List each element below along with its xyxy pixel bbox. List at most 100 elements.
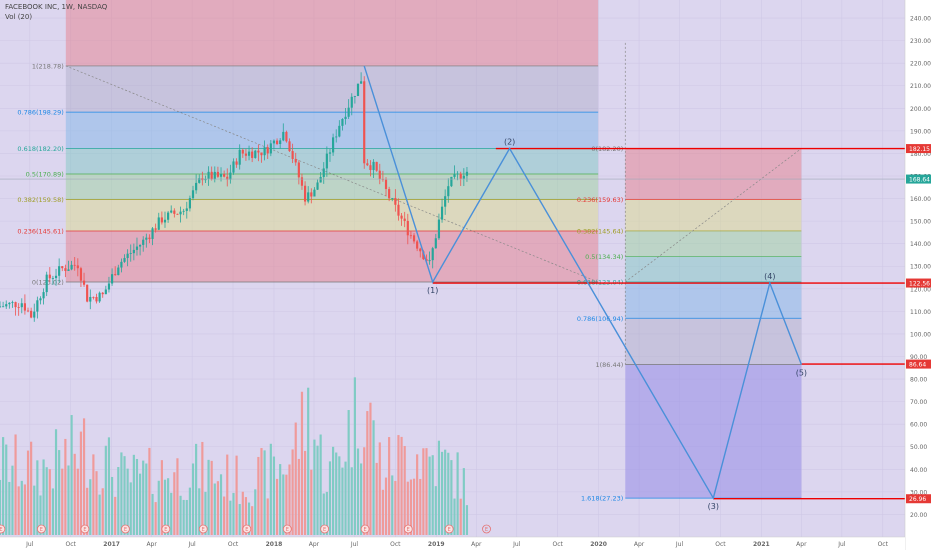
candle xyxy=(372,159,375,178)
volume-bar xyxy=(138,473,142,535)
volume-bar xyxy=(394,480,397,535)
candle xyxy=(338,120,341,138)
volume-indicator-label: Vol (20) xyxy=(5,13,33,21)
volume-bar xyxy=(5,444,8,535)
candle xyxy=(251,147,254,163)
volume-bar xyxy=(79,431,83,535)
fib-level-label: 1(218.78) xyxy=(32,62,64,70)
next-earnings-marker-label: E xyxy=(485,527,488,533)
candle xyxy=(26,307,30,313)
y-tick-label: 200.00 xyxy=(910,106,931,113)
candle xyxy=(216,166,220,178)
earnings-marker-label: E xyxy=(323,527,326,533)
volume-bar xyxy=(459,498,462,535)
volume-bar xyxy=(428,456,431,535)
volume-bar xyxy=(42,459,45,535)
elliott-wave-path xyxy=(363,65,803,500)
candle xyxy=(17,303,20,316)
candle xyxy=(210,166,213,181)
volume-bar xyxy=(260,448,263,535)
candle xyxy=(350,93,353,116)
candle xyxy=(291,143,294,164)
candle xyxy=(145,233,148,248)
candle xyxy=(400,212,403,226)
volume-bar xyxy=(135,458,139,535)
volume-bar xyxy=(160,460,163,535)
candle xyxy=(232,158,235,175)
volume-bar xyxy=(226,454,229,535)
volume-bar xyxy=(279,464,282,535)
volume-bar xyxy=(182,499,185,535)
earnings-marker-label: E xyxy=(245,527,248,533)
volume-bar xyxy=(282,474,285,535)
volume-bar xyxy=(179,495,182,535)
volume-bar xyxy=(319,434,322,535)
candle xyxy=(98,291,101,303)
candle xyxy=(453,165,456,180)
candle xyxy=(241,148,244,158)
candle xyxy=(157,212,160,231)
candle xyxy=(170,205,173,214)
fib-zone xyxy=(65,112,599,149)
candle xyxy=(356,83,360,97)
volume-bar xyxy=(48,469,51,535)
volume-bar xyxy=(254,489,257,535)
candle xyxy=(416,239,419,252)
next-earnings-marker xyxy=(482,524,491,534)
candle xyxy=(319,171,322,183)
volume-bar xyxy=(378,442,381,535)
volume-bar xyxy=(400,436,403,535)
volume-bar xyxy=(450,460,453,535)
candle xyxy=(23,294,26,315)
candle xyxy=(238,144,241,170)
fib-zone xyxy=(625,318,802,365)
volume-bar xyxy=(107,437,111,535)
price-badge xyxy=(906,278,931,288)
candle xyxy=(447,178,450,203)
candle xyxy=(462,168,465,187)
fib-zone xyxy=(625,230,802,257)
fib-level-label: 0.5(134.34) xyxy=(585,253,623,261)
volume-bar xyxy=(17,486,20,535)
wave-label: (1) xyxy=(427,286,438,295)
candle xyxy=(419,247,422,258)
candle xyxy=(95,293,98,304)
volume-bar xyxy=(20,480,23,535)
volume-bar xyxy=(384,477,388,535)
candle xyxy=(300,173,304,190)
candle xyxy=(117,264,120,276)
volume-bar xyxy=(453,498,456,535)
price-badge xyxy=(906,494,931,504)
volume-bar xyxy=(54,429,58,535)
y-tick-label: 110.00 xyxy=(910,309,931,316)
volume-bar xyxy=(350,467,353,535)
volume-bar xyxy=(210,460,213,535)
time-axis-panel xyxy=(0,537,905,550)
candle xyxy=(51,275,55,285)
y-tick-label: 80.00 xyxy=(910,377,927,384)
earnings-marker xyxy=(121,524,130,534)
fib-zone xyxy=(65,199,599,232)
volume-bar xyxy=(425,448,428,535)
volume-bar xyxy=(403,446,406,535)
candle xyxy=(428,251,431,265)
candle xyxy=(39,296,42,305)
candle xyxy=(48,267,51,283)
candle xyxy=(310,188,313,204)
candle xyxy=(42,288,45,305)
fib-level-label: 0.382(145.64) xyxy=(577,227,623,235)
price-badge xyxy=(906,359,931,369)
candle xyxy=(412,233,416,244)
volume-bar xyxy=(23,484,26,535)
candle xyxy=(344,107,347,125)
candle xyxy=(406,213,409,245)
candle xyxy=(110,268,114,286)
volume-bar xyxy=(11,465,14,535)
candle xyxy=(272,139,276,150)
y-tick-label: 130.00 xyxy=(910,264,931,271)
volume-bar xyxy=(129,482,132,535)
volume-bar xyxy=(444,449,447,535)
fib-level-label: 0(123.02) xyxy=(32,278,64,286)
earnings-marker xyxy=(444,524,454,534)
